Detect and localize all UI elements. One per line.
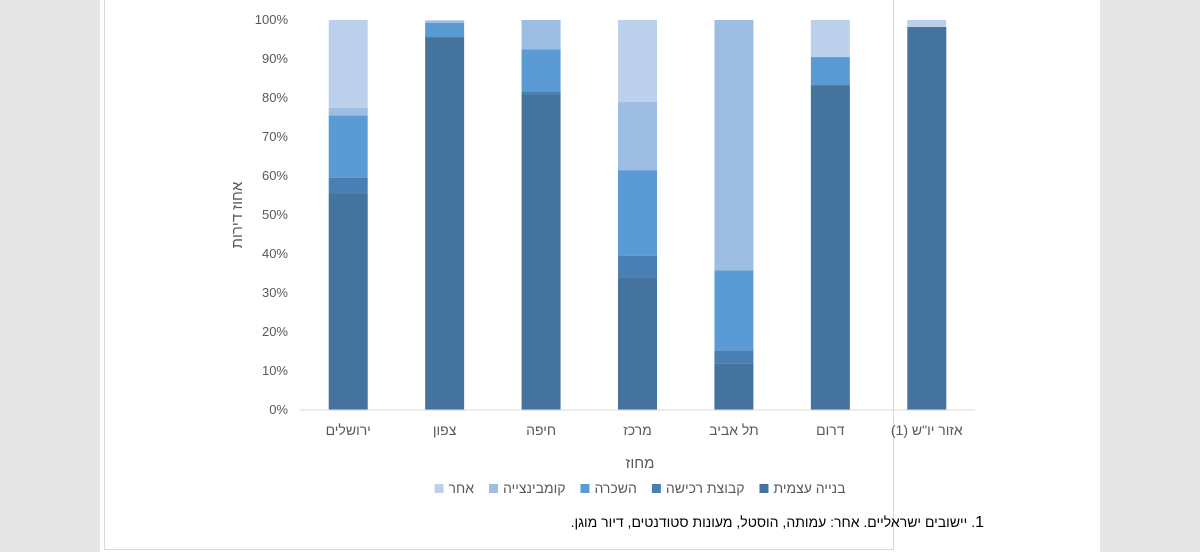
bar-segment [521, 49, 561, 92]
bar-segment [907, 20, 947, 28]
legend-swatch [580, 484, 590, 493]
y-tick-label: 80% [262, 90, 288, 105]
bar-segment [521, 94, 561, 410]
legend-swatch [434, 484, 444, 493]
y-axis-title: אחוז דירות [229, 181, 246, 248]
category-label: צפון [433, 422, 457, 438]
y-tick-label: 20% [262, 324, 288, 339]
category-label: מרכז [623, 422, 652, 438]
y-tick-label: 40% [262, 246, 288, 261]
legend-swatch [489, 484, 498, 493]
bar-segment [328, 177, 368, 194]
bar-segment [521, 91, 561, 95]
legend: בנייה עצמית קבוצת רכישה השכרה קומבינצייה אחר [434, 480, 845, 496]
footnote-text: . יישובים ישראליים. אחר: עמותה, הוסטל, מ… [570, 514, 976, 530]
category-label: תל אביב [709, 422, 759, 438]
legend-label: קומבינצייה [503, 480, 565, 496]
category-label: אזור יו"ש (1) [891, 422, 963, 438]
y-tick-label: 60% [262, 168, 288, 183]
bars-layer [328, 20, 947, 411]
bar-segment [618, 277, 657, 410]
legend-swatch [759, 484, 769, 493]
bar-segment [618, 255, 657, 278]
bar-segment [810, 57, 850, 85]
x-axis-title: מחוז [626, 455, 655, 472]
legend-label: בנייה עצמית [773, 480, 845, 496]
y-tick-label: 50% [262, 207, 288, 222]
stacked-bar-chart: 0% 10% 20% 30% 40% 50% 60% 70% 80% 90% 100% ירושלי… [229, 12, 975, 496]
legend-label: השכרה [594, 480, 636, 496]
bar-segment [328, 107, 368, 116]
y-tick-label: 90% [262, 51, 288, 66]
bar-segment [810, 85, 850, 410]
bar-segment [425, 20, 465, 21]
bar-segment [425, 22, 465, 37]
footnote: 1. יישובים ישראליים. אחר: עמותה, הוסטל, … [571, 514, 984, 532]
bar-segment [714, 363, 754, 410]
footnote-number: 1 [975, 514, 984, 531]
legend-label: קבוצת רכישה [666, 480, 745, 496]
bar-segment [618, 101, 657, 171]
y-tick-label: 30% [262, 285, 288, 300]
bar-segment [714, 20, 754, 271]
bar-segment [618, 170, 657, 256]
bar-segment [328, 115, 368, 178]
bar-segment [810, 84, 850, 86]
y-tick-label: 70% [262, 129, 288, 144]
legend-swatch [651, 484, 661, 493]
category-labels: ירושלים צפון חיפה מרכז תל אביב דרום אזור יו"ש … [326, 422, 963, 438]
bar-segment [714, 270, 754, 351]
bar-segment [618, 20, 657, 102]
y-tick-label: 0% [269, 402, 288, 417]
category-label: דרום [816, 422, 845, 438]
y-tick-label: 100% [255, 12, 289, 27]
bar-segment [425, 20, 465, 23]
legend-label: אחר [449, 480, 475, 496]
bar-segment [328, 193, 368, 410]
chart-frame [104, 0, 894, 550]
category-label: חיפה [526, 422, 556, 438]
bar-segment [521, 20, 561, 50]
bar-segment [714, 350, 754, 364]
bar-segment [425, 37, 465, 411]
bar-segment [907, 27, 947, 411]
bar-segment [328, 20, 368, 108]
category-label: ירושלים [326, 422, 371, 438]
y-tick-label: 10% [262, 363, 288, 378]
bar-segment [810, 20, 850, 58]
y-tick-labels: 0% 10% 20% 30% 40% 50% 60% 70% 80% 90% 100% [255, 12, 289, 417]
bar-segment [425, 36, 465, 38]
